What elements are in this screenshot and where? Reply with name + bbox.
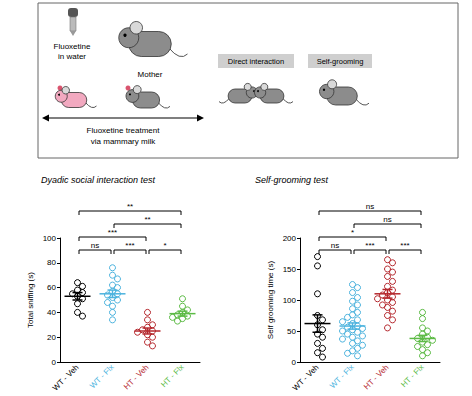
svg-text:Self grooming time (s): Self grooming time (s) [266, 261, 275, 340]
svg-text:*: * [163, 241, 166, 250]
svg-text:Fluoxetine: Fluoxetine [54, 42, 91, 51]
svg-text:ns: ns [331, 241, 339, 250]
svg-text:0: 0 [52, 358, 57, 367]
svg-text:HT - Veh: HT - Veh [362, 363, 391, 392]
svg-text:HT - Flx: HT - Flx [159, 363, 185, 389]
svg-text:WT - Veh: WT - Veh [291, 363, 321, 393]
svg-text:***: *** [125, 241, 134, 250]
svg-text:Self-grooming: Self-grooming [317, 57, 364, 66]
svg-text:WT - Flx: WT - Flx [328, 363, 356, 391]
svg-text:60: 60 [47, 283, 56, 292]
svg-text:Dyadic social interaction test: Dyadic social interaction test [41, 175, 156, 185]
svg-text:100: 100 [43, 234, 57, 243]
svg-text:**: ** [144, 215, 150, 224]
svg-text:HT - Veh: HT - Veh [122, 363, 151, 392]
svg-text:ns: ns [383, 215, 391, 224]
svg-text:*: * [351, 228, 354, 237]
svg-text:Direct interaction: Direct interaction [228, 57, 284, 66]
svg-text:Total sniffing (s): Total sniffing (s) [26, 272, 35, 328]
svg-text:Mother: Mother [138, 70, 163, 79]
svg-text:50: 50 [287, 327, 296, 336]
svg-text:WT - Veh: WT - Veh [51, 363, 81, 393]
svg-text:via mammary milk: via mammary milk [91, 137, 156, 146]
svg-text:WT - Flx: WT - Flx [88, 363, 116, 391]
svg-text:in water: in water [58, 52, 86, 61]
svg-text:HT - Flx: HT - Flx [399, 363, 425, 389]
svg-text:***: *** [108, 228, 117, 237]
svg-text:**: ** [127, 202, 133, 211]
svg-text:20: 20 [47, 333, 56, 342]
svg-text:100: 100 [283, 296, 297, 305]
svg-text:0: 0 [292, 358, 297, 367]
svg-text:Fluoxetine treatment: Fluoxetine treatment [87, 126, 161, 135]
svg-text:200: 200 [283, 234, 297, 243]
svg-text:80: 80 [47, 258, 56, 267]
svg-text:ns: ns [91, 241, 99, 250]
svg-text:Self-grooming test: Self-grooming test [255, 175, 329, 185]
svg-text:***: *** [400, 241, 409, 250]
svg-text:***: *** [365, 241, 374, 250]
svg-text:150: 150 [283, 265, 297, 274]
svg-text:ns: ns [366, 202, 374, 211]
svg-text:40: 40 [47, 308, 56, 317]
